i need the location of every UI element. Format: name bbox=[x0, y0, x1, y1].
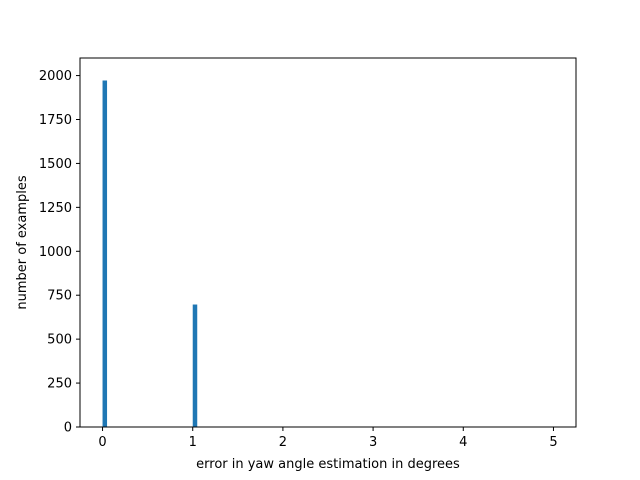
x-axis-ticks: 0 1 2 3 4 5 bbox=[98, 427, 558, 450]
y-tick-label: 1500 bbox=[39, 157, 72, 172]
x-tick-label: 1 bbox=[189, 435, 197, 450]
bars-group bbox=[102, 80, 198, 428]
x-tick-label: 0 bbox=[98, 435, 106, 450]
y-tick-label: 1250 bbox=[39, 201, 72, 216]
plot-area: 0 1 2 3 4 5 0 250 500 750 1000 1250 1500 1750 2000 bbox=[39, 57, 577, 450]
y-tick-label: 2000 bbox=[39, 69, 72, 84]
histogram-bar bbox=[192, 304, 198, 427]
y-tick-label: 500 bbox=[47, 333, 72, 348]
x-axis-label: error in yaw angle estimation in degrees bbox=[196, 457, 460, 472]
y-tick-label: 750 bbox=[47, 289, 72, 304]
y-tick-label: 0 bbox=[64, 421, 72, 436]
x-tick-label: 3 bbox=[369, 435, 377, 450]
histogram-bar bbox=[102, 80, 108, 428]
y-tick-label: 250 bbox=[47, 377, 72, 392]
axes-frame bbox=[79, 57, 577, 428]
x-tick-label: 5 bbox=[549, 435, 557, 450]
y-axis-label: number of examples bbox=[15, 175, 30, 309]
y-axis-ticks: 0 250 500 750 1000 1250 1500 1750 2000 bbox=[39, 69, 80, 436]
x-tick-label: 4 bbox=[459, 435, 467, 450]
x-tick-label: 2 bbox=[279, 435, 287, 450]
y-tick-label: 1000 bbox=[39, 245, 72, 260]
y-tick-label: 1750 bbox=[39, 113, 72, 128]
